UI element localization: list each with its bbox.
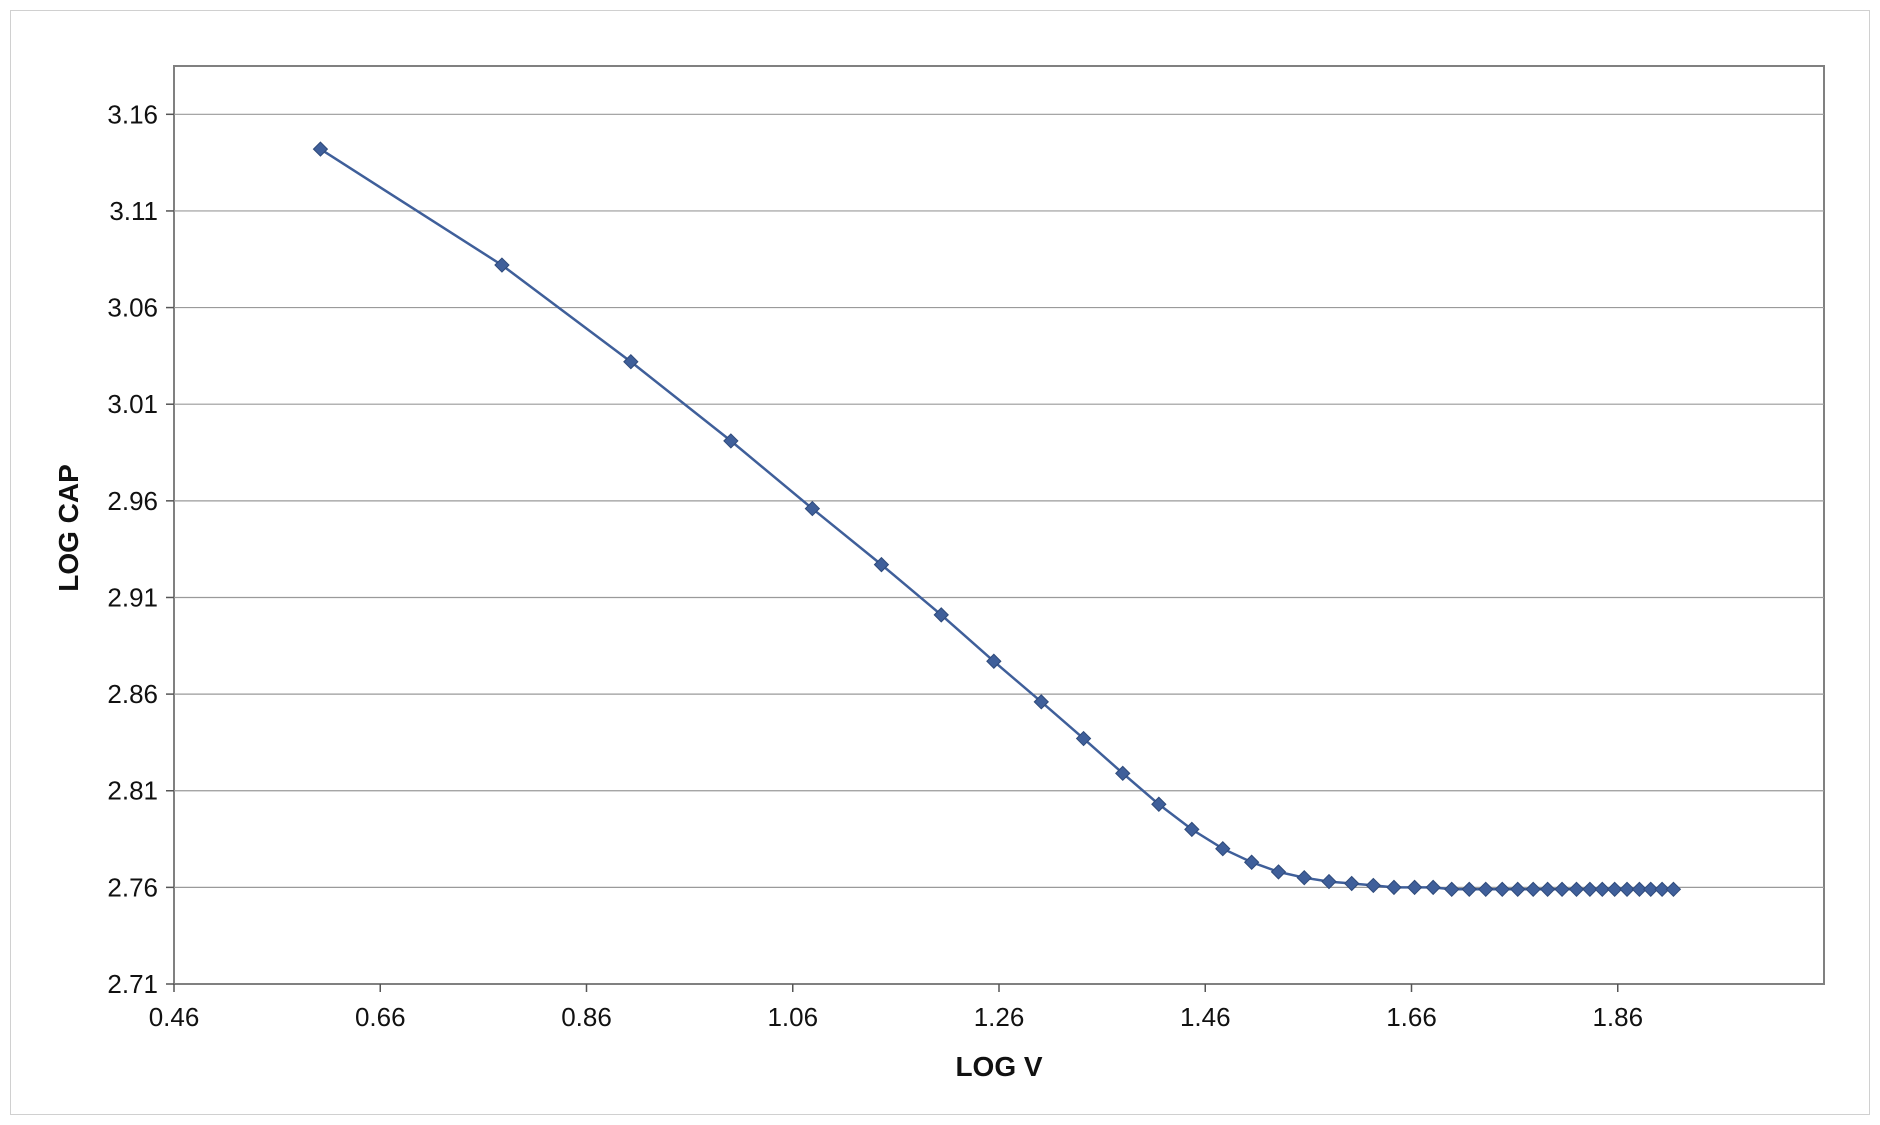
y-tick-label: 2.96 — [107, 486, 158, 516]
data-point-marker — [1631, 881, 1648, 898]
x-tick-label: 0.86 — [561, 1002, 612, 1032]
x-tick-label: 0.66 — [355, 1002, 406, 1032]
plot-area — [173, 65, 1825, 985]
data-point-marker — [1075, 730, 1092, 747]
y-tick-label: 2.76 — [107, 872, 158, 902]
data-point-marker — [1115, 765, 1131, 782]
data-point-marker — [1478, 881, 1494, 898]
data-point-marker — [986, 653, 1002, 669]
data-point-marker — [1665, 881, 1682, 898]
data-point-marker — [1582, 881, 1598, 898]
series-layer — [312, 141, 1682, 898]
y-axis-title: LOG CAP — [53, 464, 84, 592]
data-point-marker — [494, 257, 510, 273]
data-point-marker — [1539, 881, 1556, 898]
data-point-marker — [1643, 881, 1659, 898]
data-point-marker — [1151, 796, 1167, 812]
y-tick-label: 2.71 — [107, 969, 158, 999]
data-point-marker — [1510, 881, 1526, 898]
data-point-marker — [1425, 879, 1441, 896]
data-point-marker — [1321, 873, 1337, 890]
y-tick-label: 2.86 — [107, 679, 158, 709]
data-point-marker — [1619, 881, 1635, 898]
data-point-marker — [623, 353, 639, 370]
data-point-marker — [1606, 881, 1623, 898]
x-tick-label: 1.06 — [767, 1002, 818, 1032]
y-tick-label: 2.81 — [107, 776, 158, 806]
data-point-marker — [1033, 694, 1049, 710]
data-point-marker — [1386, 879, 1402, 896]
data-point-marker — [1365, 877, 1382, 894]
data-point-marker — [1654, 881, 1670, 898]
data-point-marker — [1215, 841, 1231, 857]
data-point-marker — [933, 607, 949, 623]
data-point-marker — [1594, 881, 1610, 898]
data-point-marker — [1525, 881, 1541, 898]
data-point-marker — [1243, 854, 1260, 870]
data-point-marker — [1343, 875, 1360, 892]
y-tick-label: 3.01 — [107, 389, 158, 419]
y-tick-label: 3.06 — [107, 293, 158, 323]
y-tick-label: 3.16 — [107, 99, 158, 129]
data-point-marker — [723, 433, 739, 449]
data-point-marker — [312, 141, 329, 157]
x-tick-label: 1.26 — [974, 1002, 1025, 1032]
data-point-marker — [1444, 881, 1460, 898]
y-tick-label: 2.91 — [107, 582, 158, 612]
y-tick-label: 3.11 — [109, 196, 158, 226]
data-point-marker — [1296, 869, 1312, 886]
data-point-marker — [1406, 879, 1423, 896]
data-point-marker — [1270, 864, 1287, 880]
data-point-marker — [873, 556, 890, 573]
x-tick-label: 0.46 — [149, 1002, 200, 1032]
x-tick-label: 1.66 — [1386, 1002, 1437, 1032]
data-point-marker — [804, 500, 821, 517]
x-axis-title: LOG V — [955, 1051, 1042, 1082]
axis-layer: 2.71 2.76 2.81 2.86 2.91 2.96 3.01 3.06 3.11 3.16… — [107, 99, 1643, 1032]
x-tick-label: 1.86 — [1592, 1002, 1643, 1032]
data-point-marker — [1568, 881, 1585, 898]
data-point-marker — [1184, 821, 1200, 838]
data-point-marker — [1554, 881, 1570, 898]
data-point-marker — [1461, 881, 1477, 898]
data-point-marker — [1494, 881, 1510, 898]
x-tick-label: 1.46 — [1180, 1002, 1231, 1032]
chart-frame — [10, 10, 1870, 1115]
